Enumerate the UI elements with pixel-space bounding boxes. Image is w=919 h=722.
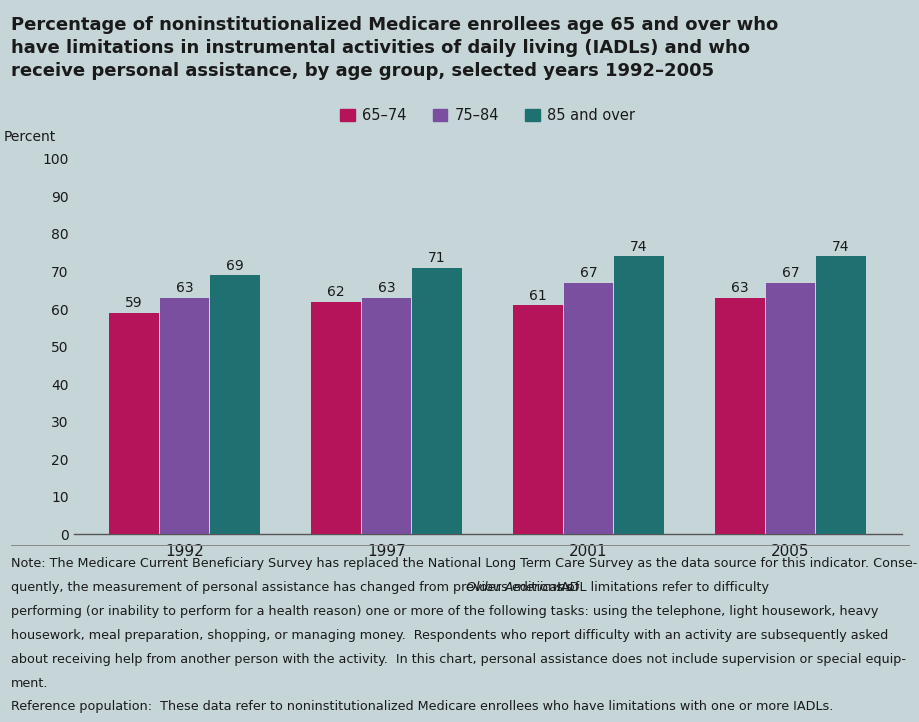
Text: 67: 67 xyxy=(781,266,799,280)
Bar xyxy=(715,297,764,534)
Text: 71: 71 xyxy=(428,251,446,265)
Bar xyxy=(160,297,210,534)
Text: .  IADL limitations refer to difficulty: . IADL limitations refer to difficulty xyxy=(545,581,768,594)
Text: 67: 67 xyxy=(579,266,596,280)
Bar xyxy=(210,275,260,534)
Text: Reference population:  These data refer to noninstitutionalized Medicare enrolle: Reference population: These data refer t… xyxy=(11,700,833,713)
Bar xyxy=(109,313,159,534)
Bar xyxy=(614,256,664,534)
Bar xyxy=(513,305,562,534)
Text: 61: 61 xyxy=(528,289,547,303)
Bar xyxy=(765,283,814,534)
Text: 63: 63 xyxy=(731,281,748,295)
Text: Percent: Percent xyxy=(3,130,55,144)
Bar xyxy=(361,297,411,534)
Text: Note: The Medicare Current Beneficiary Survey has replaced the National Long Ter: Note: The Medicare Current Beneficiary S… xyxy=(11,557,916,570)
Text: housework, meal preparation, shopping, or managing money.  Respondents who repor: housework, meal preparation, shopping, o… xyxy=(11,629,888,642)
Legend: 65–74, 75–84, 85 and over: 65–74, 75–84, 85 and over xyxy=(334,103,641,129)
Text: 74: 74 xyxy=(630,240,647,254)
Text: 74: 74 xyxy=(832,240,849,254)
Bar xyxy=(563,283,613,534)
Text: 59: 59 xyxy=(125,296,142,310)
Bar xyxy=(815,256,865,534)
Text: quently, the measurement of personal assistance has changed from previous editio: quently, the measurement of personal ass… xyxy=(11,581,583,594)
Text: 69: 69 xyxy=(226,258,244,273)
Text: Older Americans: Older Americans xyxy=(465,581,572,594)
Text: Percentage of noninstitutionalized Medicare enrollees age 65 and over who
have l: Percentage of noninstitutionalized Medic… xyxy=(11,16,777,79)
Bar xyxy=(412,268,461,534)
Text: ment.: ment. xyxy=(11,677,49,690)
Text: 63: 63 xyxy=(378,281,395,295)
Bar xyxy=(311,302,360,534)
Text: performing (or inability to perform for a health reason) one or more of the foll: performing (or inability to perform for … xyxy=(11,605,878,618)
Text: about receiving help from another person with the activity.  In this chart, pers: about receiving help from another person… xyxy=(11,653,905,666)
Text: 62: 62 xyxy=(327,285,345,299)
Text: 63: 63 xyxy=(176,281,193,295)
